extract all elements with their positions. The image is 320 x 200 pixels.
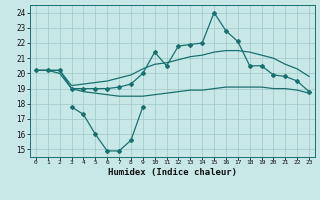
X-axis label: Humidex (Indice chaleur): Humidex (Indice chaleur): [108, 168, 237, 177]
